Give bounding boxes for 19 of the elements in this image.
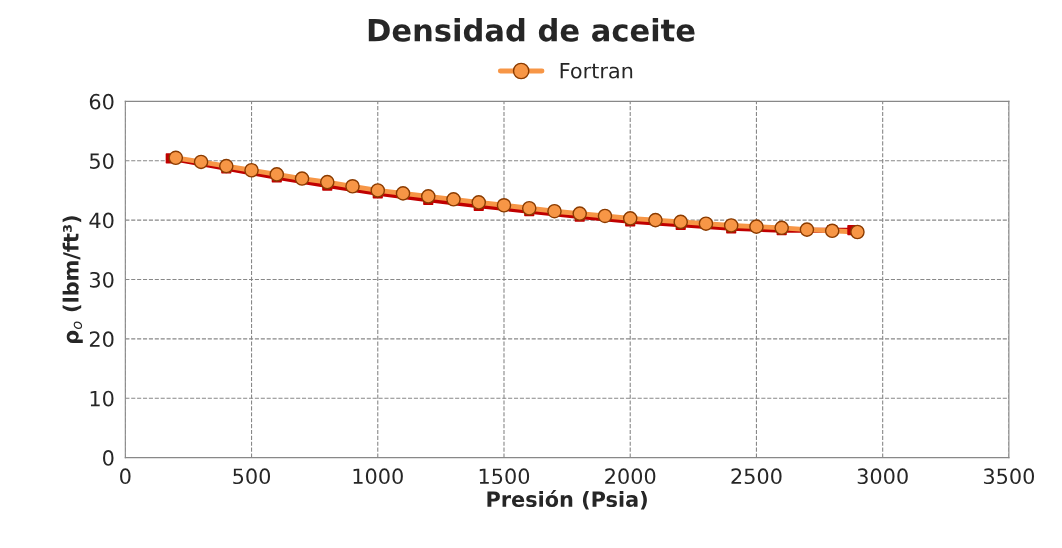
x-tick-label: 500 [233, 468, 271, 485]
x-tick-label: 0 [120, 468, 131, 485]
x-axis-title: Presión (Psia) [487, 490, 647, 510]
y-tick-label: 30 [89, 271, 114, 288]
x-tick-label: 3500 [983, 468, 1035, 485]
x-tick-label: 1500 [479, 468, 530, 485]
y-axis-title: ρ$_{o}$ (lbm/ft³) [62, 216, 83, 344]
legend-label: Fortran [560, 63, 633, 79]
x-tick-label: 3000 [857, 468, 908, 485]
y-tick-label: 0 [103, 450, 114, 466]
x-tick-label: 2000 [605, 468, 656, 485]
x-tick-label: 2500 [731, 468, 782, 485]
y-tick-label: 50 [90, 153, 114, 169]
x-tick-label: 1000 [353, 468, 403, 485]
chart-title: Densidad de aceite [368, 18, 695, 42]
y-tick-label: 20 [89, 331, 114, 348]
y-tick-label: 10 [90, 390, 114, 407]
y-tick-label: 60 [89, 93, 114, 110]
y-tick-label: 40 [89, 212, 114, 229]
